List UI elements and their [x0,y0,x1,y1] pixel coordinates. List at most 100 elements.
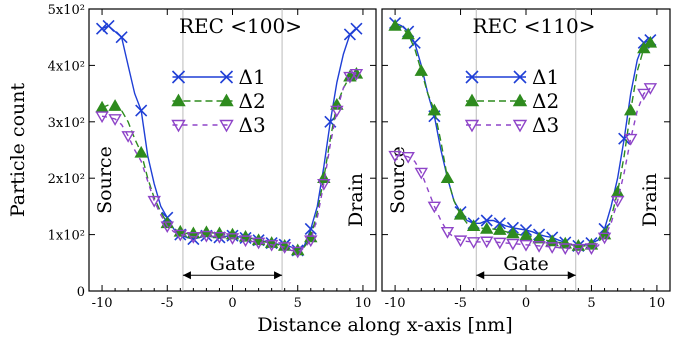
drain-label: Drain [345,173,367,227]
panel-rec-100: -10 -5 0 5 10 0 1x10² 2x10² 3x10² 4x10² 5x10² REC <… [48,3,377,311]
legend-label-delta1: Δ1 [532,65,559,89]
data-point-delta3 [291,246,305,259]
data-point-delta3 [440,226,455,239]
x-tick-label: 10 [649,296,666,311]
data-point-delta3 [186,232,201,244]
data-point-delta3 [264,239,279,252]
data-point-delta1 [102,19,115,32]
data-point-delta1 [135,104,148,117]
legend-label-delta3: Δ3 [532,113,559,137]
data-point-delta3 [427,201,442,214]
data-point-delta3 [545,242,559,254]
series-line-delta2 [394,25,651,247]
y-tick-label: 5x10² [48,3,85,18]
data-point-delta3 [466,237,481,249]
legend-label-delta2: Δ2 [239,89,266,113]
data-point-delta3 [637,88,651,101]
y-tick-label: 1x10² [48,229,85,244]
legend-marker-delta2 [219,93,234,107]
data-point-delta3 [108,114,122,126]
data-point-delta1 [115,31,128,44]
source-label: Source [94,146,116,214]
legend-label-delta2: Δ2 [532,89,559,113]
data-point-delta3 [277,242,292,254]
data-point-delta3 [343,71,357,84]
data-point-delta2 [440,171,455,184]
data-point-delta3 [519,239,533,252]
data-point-delta3 [251,237,266,250]
data-point-delta3 [558,243,572,256]
data-point-delta2 [637,41,651,54]
data-point-delta3 [304,235,318,248]
data-point-delta3 [610,195,625,208]
data-point-delta3 [238,235,253,248]
data-point-delta2 [134,145,148,158]
data-point-delta3 [349,69,364,81]
series-line-delta1 [394,22,651,247]
x-tick-label: -10 [92,296,113,311]
legend-marker-delta2 [512,93,528,107]
x-tick-label: 0 [522,296,530,311]
y-tick-label: 2x10² [48,172,85,187]
data-point-delta1 [95,22,109,35]
legend-marker-delta2 [464,93,480,107]
data-point-delta3 [173,229,188,242]
data-point-delta2 [453,207,468,220]
series-line-delta3 [101,73,357,253]
data-point-delta3 [453,235,468,248]
data-point-delta3 [121,131,135,143]
legend-marker-delta3 [464,119,480,133]
data-point-delta3 [388,150,402,163]
legend-label-delta1: Δ1 [239,65,266,89]
legend-marker-delta2 [171,93,186,107]
data-point-delta3 [571,243,586,256]
legend-marker-delta1 [465,70,479,84]
y-axis-title: Particle count [7,83,29,218]
data-point-delta1 [480,214,493,227]
data-point-delta3 [584,243,599,256]
data-point-delta3 [414,167,428,180]
gate-arrow-right-head [274,271,283,280]
x-tick-label: 5 [294,296,302,311]
plot-frame [88,8,377,292]
plot-frame [381,8,671,292]
gate-arrow-left-head [182,271,191,280]
x-axis-title: Distance along x-axis [nm] [257,314,512,336]
data-point-delta2 [532,231,546,244]
data-point-delta2 [466,219,481,231]
legend-marker-delta1 [219,70,234,84]
data-point-delta3 [330,105,344,118]
data-point-delta2 [624,103,638,116]
source-label: Source [387,146,409,214]
data-point-delta3 [532,241,546,253]
panel-title: REC <100> [179,14,302,38]
data-point-delta3 [624,133,638,146]
y-tick-label: 3x10² [48,116,85,131]
x-tick-label: -10 [385,296,406,311]
x-tick-label: 10 [355,296,372,311]
x-tick-label: 0 [228,296,236,311]
drain-label: Drain [639,173,661,227]
legend-marker-delta3 [512,119,528,133]
data-point-delta3 [401,151,415,164]
data-point-delta2 [388,19,402,31]
legend-label-delta3: Δ3 [239,113,266,137]
gate-label: Gate [503,253,548,275]
data-point-delta3 [597,232,612,245]
legend-marker-delta3 [219,119,234,133]
data-point-delta2 [493,223,507,235]
x-tick-label: -5 [454,296,467,311]
data-point-delta3 [493,237,507,250]
data-point-delta3 [225,233,240,245]
data-point-delta3 [212,232,227,244]
panel-title: REC <110> [472,14,595,38]
x-tick-label: 5 [587,296,595,311]
data-point-delta2 [558,236,572,249]
data-point-delta3 [147,195,161,208]
gate-label: Gate [210,253,255,275]
data-point-delta3 [506,238,520,251]
